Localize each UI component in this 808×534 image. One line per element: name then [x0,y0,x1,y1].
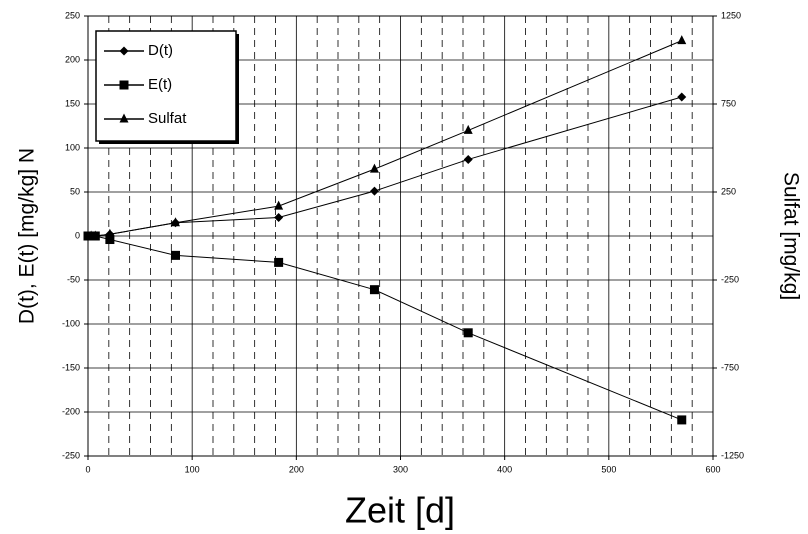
legend-marker [119,80,129,90]
point [677,415,687,425]
legend-box [95,30,237,142]
point [369,285,379,295]
point [369,163,379,173]
y-tick-label: 100 [65,142,80,152]
point [105,235,115,245]
series-line [88,235,682,421]
legend-label: D(t) [148,42,173,59]
y-tick-label: 150 [65,98,80,108]
x-axis-title: Zeit [d] [345,490,455,531]
point [677,92,687,102]
point [274,257,284,267]
legend: D(t) E(t) Sulfat [95,30,239,144]
legend-marker [119,113,129,123]
point [274,200,284,210]
point [369,186,379,196]
y2-tick-label: 750 [721,98,736,108]
x-tick-label: 0 [85,464,90,474]
y2-axis-title: Sulfat [mg/kg] [779,172,802,300]
y-tick-label: -50 [67,274,80,284]
point [463,124,473,134]
point [90,230,100,240]
y-axis-title: D(t), E(t) [mg/kg] N [16,148,39,324]
y-tick-label: -150 [62,362,80,372]
x-tick-label: 300 [393,464,408,474]
legend-label: E(t) [148,76,172,93]
x-tick-label: 400 [497,464,512,474]
point [171,250,180,260]
y-tick-label: -100 [62,318,80,328]
y-tick-label: 0 [75,230,80,240]
y-tick-label: -250 [62,450,80,460]
y-tick-label: -200 [62,406,80,416]
legend-label: Sulfat [148,110,187,127]
y-tick-label: 50 [70,186,80,196]
point [105,228,115,238]
y-tick-label: 200 [65,54,80,64]
y2-tick-label: 250 [721,186,736,196]
point [677,35,687,45]
y2-tick-label: -250 [721,274,739,284]
point [463,328,473,338]
y2-tick-label: 1250 [721,10,741,20]
x-tick-label: 200 [289,464,304,474]
y2-tick-label: -1250 [721,450,744,460]
point [463,154,473,164]
point [274,213,284,223]
x-tick-label: 600 [705,464,720,474]
legend-marker [119,46,129,56]
x-tick-label: 500 [601,464,616,474]
x-tick-label: 100 [185,464,200,474]
y-tick-label: 250 [65,10,80,20]
point [171,217,180,227]
y2-tick-label: -750 [721,362,739,372]
